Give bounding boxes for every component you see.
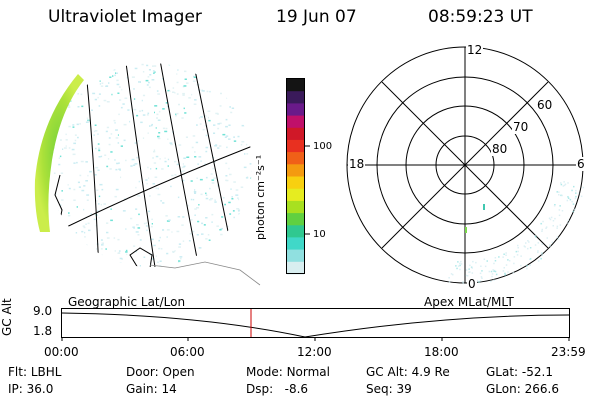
lat-label-60: 60 xyxy=(536,98,554,112)
colorbar-tick-10: 10 xyxy=(313,229,326,240)
timeline-y-label: GC Alt xyxy=(0,298,14,336)
timeline-plot xyxy=(61,308,570,341)
x-tick-2359: 23:59 xyxy=(551,345,586,359)
mlt-label-6: 6 xyxy=(576,157,586,171)
mlt-label-0: 0 xyxy=(467,277,477,291)
seq-field: Seq: 39 xyxy=(366,382,412,396)
timeline-y-tick-low: 1.8 xyxy=(33,324,53,338)
x-tick-1200: 12:00 xyxy=(297,345,332,359)
instrument-title: Ultraviolet Imager xyxy=(48,7,202,27)
geographic-caption: Geographic Lat/Lon xyxy=(68,295,186,309)
mlt-label-18: 18 xyxy=(348,157,366,171)
date-label: 19 Jun 07 xyxy=(276,7,357,27)
x-tick-0000: 00:00 xyxy=(44,345,79,359)
lat-label-80: 80 xyxy=(491,142,509,156)
time-label: 08:59:23 UT xyxy=(428,7,533,27)
door-field: Door: Open xyxy=(126,365,195,379)
x-tick-1800: 18:00 xyxy=(424,345,459,359)
dsp-field: Dsp: -8.6 xyxy=(246,382,309,396)
flt-field: Flt: LBHL xyxy=(8,365,62,379)
polar-plot xyxy=(346,46,585,285)
glon-field: GLon: 266.6 xyxy=(486,382,559,396)
timeline-y-tick-high: 9.0 xyxy=(33,304,53,318)
colorbar xyxy=(286,78,310,275)
gc-alt-field: GC Alt: 4.9 Re xyxy=(366,365,450,379)
mode-field: Mode: Normal xyxy=(246,365,330,379)
apex-caption: Apex MLat/MLT xyxy=(424,295,514,309)
colorbar-label: photon cm⁻²s⁻¹ xyxy=(254,154,267,240)
ip-field: IP: 36.0 xyxy=(8,382,54,396)
mlt-label-12: 12 xyxy=(466,43,484,57)
gain-field: Gain: 14 xyxy=(126,382,177,396)
x-tick-0600: 06:00 xyxy=(170,345,205,359)
lat-label-70: 70 xyxy=(512,120,530,134)
colorbar-tick-100: 100 xyxy=(313,141,333,152)
glat-field: GLat: -52.1 xyxy=(486,365,553,379)
